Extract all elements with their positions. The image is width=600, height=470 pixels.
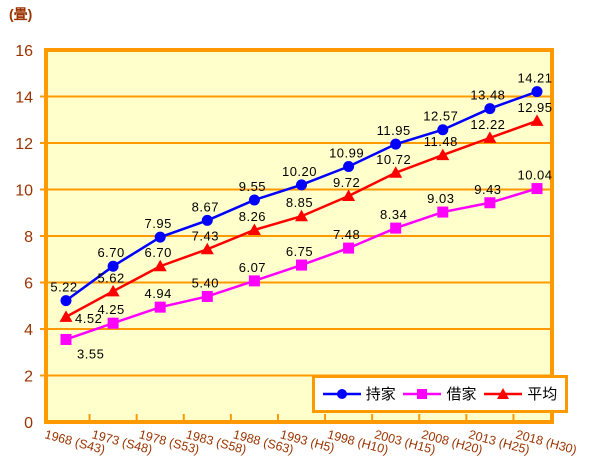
data-point	[200, 242, 214, 255]
y-tick-label: 0	[24, 415, 33, 432]
legend-item-0: 持家	[322, 385, 396, 403]
data-point-label: 12.95	[517, 100, 552, 115]
data-point	[154, 231, 166, 243]
data-point-label: 7.48	[333, 227, 360, 242]
y-tick-label: 4	[24, 322, 33, 339]
data-point	[201, 214, 213, 226]
data-point	[153, 259, 167, 272]
data-point-label: 10.04	[517, 168, 552, 183]
legend-marker-square-icon	[403, 389, 442, 399]
data-point-label: 5.62	[97, 270, 124, 285]
data-point	[483, 131, 497, 143]
data-point-label: 6.75	[286, 244, 313, 259]
data-point-label: 8.67	[192, 199, 219, 214]
plot-frame	[44, 48, 554, 424]
data-point	[530, 114, 544, 126]
y-tick-label: 14	[15, 90, 33, 107]
data-point	[295, 209, 308, 222]
data-point-label: 10.72	[376, 152, 411, 167]
data-point-label: 9.55	[239, 179, 266, 194]
y-tick-label: 12	[15, 136, 33, 153]
data-point	[390, 222, 402, 234]
legend-label: 借家	[446, 385, 477, 403]
data-point-label: 12.22	[470, 117, 505, 132]
data-point-label: 9.72	[333, 175, 360, 190]
data-point	[296, 259, 307, 271]
y-axis-unit-label: (畳)	[9, 6, 33, 22]
data-point-label: 7.43	[192, 228, 219, 243]
data-point	[343, 242, 355, 254]
legend-marker	[336, 389, 347, 399]
data-point-label: 7.95	[145, 216, 172, 231]
data-point	[248, 194, 260, 206]
data-point	[60, 333, 72, 345]
data-point-label: 12.57	[423, 109, 458, 124]
data-point	[154, 301, 166, 313]
y-tick-label: 2	[24, 369, 33, 386]
data-point-label: 11.48	[424, 134, 458, 149]
data-point	[59, 310, 73, 322]
data-point	[437, 124, 449, 136]
data-point	[484, 197, 496, 209]
data-point	[106, 284, 120, 297]
data-point-label: 9.03	[427, 191, 454, 206]
legend-marker	[497, 388, 510, 399]
data-point-label: 8.85	[286, 195, 313, 210]
data-point	[437, 206, 449, 218]
data-point-label: 5.40	[192, 275, 219, 290]
data-point	[60, 295, 72, 307]
data-point-label: 6.07	[239, 260, 266, 275]
legend-marker	[417, 389, 428, 399]
data-point-label: 4.52	[75, 311, 102, 326]
y-tick-label: 8	[24, 229, 33, 246]
data-point	[389, 166, 403, 178]
data-point-label: 8.26	[239, 209, 266, 224]
data-point-label: 4.94	[145, 286, 172, 301]
data-point	[390, 138, 402, 150]
data-point-label: 11.95	[377, 123, 411, 138]
data-point	[436, 148, 450, 161]
data-point-label: 8.34	[380, 207, 407, 222]
data-point	[531, 86, 543, 98]
legend-item-2: 平均	[484, 387, 557, 402]
y-tick-label: 10	[15, 183, 33, 200]
data-point-label: 9.43	[474, 182, 501, 197]
data-point	[342, 189, 356, 202]
data-point	[484, 103, 496, 115]
data-point	[107, 317, 119, 329]
y-tick-label: 6	[24, 276, 33, 293]
data-point-label: 10.20	[282, 164, 317, 179]
legend-marker-circle-icon	[322, 389, 361, 399]
y-tick-label: 16	[15, 43, 33, 60]
data-point	[247, 223, 261, 235]
data-point	[531, 183, 543, 195]
legend-item-1: 借家	[403, 385, 477, 403]
data-point-label: 6.70	[97, 245, 124, 260]
data-point-label: 10.99	[329, 145, 364, 160]
data-point	[343, 160, 355, 172]
data-point-label: 4.25	[97, 302, 124, 317]
data-point-label: 14.21	[517, 71, 552, 86]
legend-marker-triangle-icon	[484, 388, 523, 399]
data-point	[248, 275, 260, 287]
data-point-label: 6.70	[145, 245, 172, 260]
legend: 持家 借家 平均	[312, 375, 568, 413]
legend-label: 持家	[365, 385, 396, 403]
data-point	[296, 179, 307, 191]
data-point-label: 13.48	[470, 88, 505, 103]
data-point-label: 3.55	[77, 346, 104, 361]
data-point	[201, 290, 213, 302]
data-point-label: 5.22	[50, 280, 77, 295]
legend-label: 平均	[527, 385, 558, 403]
data-point	[107, 260, 119, 272]
